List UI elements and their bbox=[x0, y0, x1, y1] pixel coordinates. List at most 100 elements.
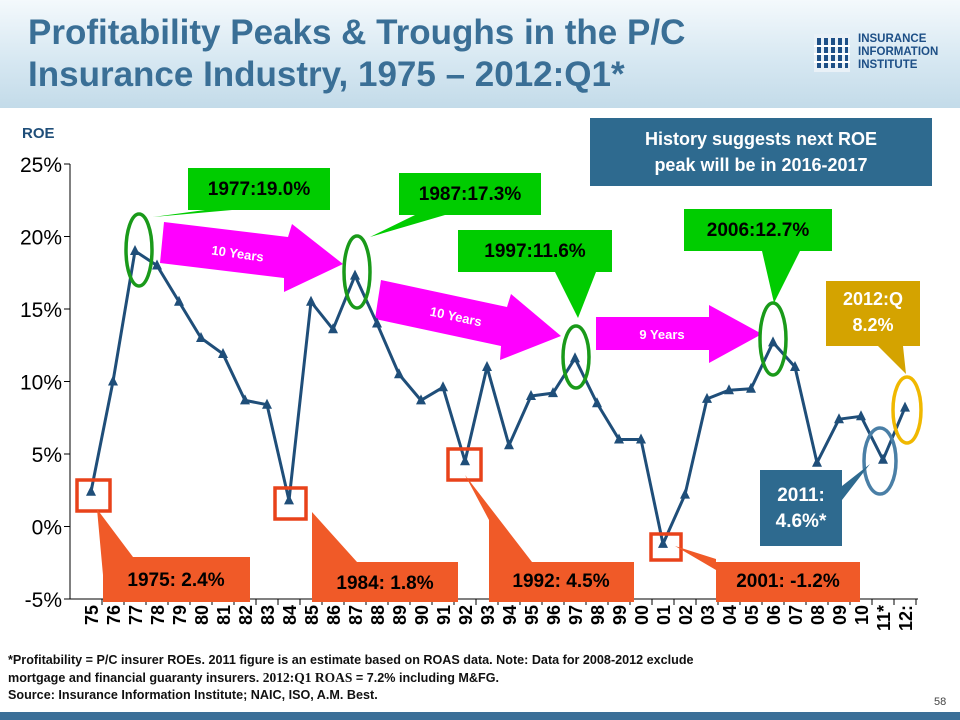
trough-label-2001: 2001: -1.2% bbox=[736, 571, 840, 592]
data-point bbox=[900, 401, 910, 412]
peak-label-2006: 2006:12.7% bbox=[707, 220, 810, 241]
x-tick-label: 90 bbox=[412, 605, 432, 625]
page-title: Profitability Peaks & Troughs in the P/C… bbox=[28, 13, 686, 94]
footnote-line-1: *Profitability = P/C insurer ROEs. 2011 … bbox=[8, 653, 694, 667]
trough-callout-1984: 1984: 1.8% bbox=[312, 512, 458, 602]
peak-label-1997: 1997:11.6% bbox=[484, 241, 586, 262]
data-point bbox=[372, 317, 382, 328]
peak-ellipse-1997 bbox=[561, 324, 591, 390]
data-point bbox=[658, 537, 668, 548]
data-point bbox=[592, 397, 602, 408]
x-tick-label: 85 bbox=[302, 605, 322, 625]
y-tick-label: -5% bbox=[25, 589, 62, 612]
roe-series-line bbox=[89, 249, 907, 546]
data-point bbox=[174, 295, 184, 306]
footnote-line-2: mortgage and financial guaranty insurers… bbox=[8, 669, 938, 687]
x-tick-label: 09 bbox=[830, 605, 850, 625]
peak-callout-1987: 1987:17.3% bbox=[370, 173, 541, 237]
x-tick-label: 06 bbox=[764, 605, 784, 625]
footnote-line-2-prefix: mortgage and financial guaranty insurers… bbox=[8, 671, 260, 685]
iii-logo: INSURANCE INFORMATION INSTITUTE bbox=[814, 30, 954, 76]
x-tick-label: 95 bbox=[522, 605, 542, 625]
footer-bar bbox=[0, 712, 960, 720]
data-point bbox=[856, 410, 866, 421]
estimate-callout-2011: 2011: 4.6%* bbox=[760, 464, 870, 546]
trough-box-1984 bbox=[273, 486, 308, 521]
x-tick-label: 07 bbox=[786, 605, 806, 625]
x-tick-label: 97 bbox=[566, 605, 586, 625]
y-tick-label: 25% bbox=[20, 154, 62, 177]
x-tick-label: 86 bbox=[324, 605, 344, 625]
footnote-source: Source: Insurance Information Institute;… bbox=[8, 688, 378, 702]
trough-label-1992: 1992: 4.5% bbox=[512, 571, 609, 592]
x-tick-label: 94 bbox=[500, 605, 520, 625]
peak-ellipse-1977 bbox=[124, 212, 154, 288]
iii-logo-icon bbox=[814, 34, 850, 72]
data-point bbox=[196, 332, 206, 342]
data-point bbox=[460, 455, 470, 466]
y-tick-label: 20% bbox=[20, 227, 62, 250]
x-tick-label: 78 bbox=[148, 605, 168, 625]
x-tick-label: 01 bbox=[654, 605, 674, 625]
x-tick-label: 96 bbox=[544, 605, 564, 625]
estimate-label-2011: 2011: 4.6%* bbox=[776, 485, 827, 532]
x-tick-label: 93 bbox=[478, 605, 498, 625]
x-tick-label: 79 bbox=[170, 605, 190, 625]
data-point bbox=[130, 245, 140, 255]
x-tick-label: 03 bbox=[698, 605, 718, 625]
x-tick-label: 84 bbox=[280, 605, 300, 625]
data-point bbox=[152, 259, 162, 270]
x-tick-label: 11* bbox=[874, 605, 894, 631]
x-tick-label: 10 bbox=[852, 605, 872, 625]
x-tick-label: 98 bbox=[588, 605, 608, 625]
y-tick-label: 0% bbox=[32, 517, 62, 540]
history-callout: History suggests next ROE peak will be in… bbox=[590, 118, 932, 186]
y-axis-label: ROE bbox=[22, 125, 55, 142]
x-tick-label: 76 bbox=[104, 605, 124, 625]
q1-ellipse-2012 bbox=[891, 375, 923, 445]
trough-callout-2001: 2001: -1.2% bbox=[675, 546, 860, 602]
x-tick-label: 91 bbox=[434, 605, 454, 625]
data-point bbox=[746, 382, 756, 393]
data-point bbox=[570, 352, 580, 363]
x-tick-label: 80 bbox=[192, 605, 212, 625]
x-tick-label: 12: bbox=[896, 605, 916, 631]
data-point bbox=[350, 269, 360, 280]
x-tick-label: 77 bbox=[126, 605, 146, 625]
peak-ellipse-1987 bbox=[342, 234, 372, 310]
data-point bbox=[790, 361, 800, 371]
x-tick-label: 83 bbox=[258, 605, 278, 625]
q1-label-2012: 2012:Q 8.2% bbox=[843, 289, 903, 335]
data-point bbox=[416, 394, 426, 405]
peak-label-1977: 1977:19.0% bbox=[208, 179, 311, 200]
x-tick-label: 04 bbox=[720, 605, 740, 625]
data-point bbox=[504, 439, 514, 450]
data-point bbox=[680, 488, 690, 499]
data-point bbox=[548, 387, 558, 398]
peak-ellipse-2006 bbox=[758, 301, 788, 377]
data-point bbox=[438, 381, 448, 392]
data-point bbox=[834, 413, 844, 424]
trough-box-1975 bbox=[75, 478, 112, 513]
arrow-label-1: 10 Years bbox=[211, 242, 265, 264]
x-tick-label: 82 bbox=[236, 605, 256, 625]
x-tick-label: 89 bbox=[390, 605, 410, 625]
x-tick-label: 08 bbox=[808, 605, 828, 625]
arrow-label-3: 9 Years bbox=[639, 327, 684, 342]
data-point bbox=[86, 485, 96, 496]
footnote-roas: 2012:Q1 ROAS bbox=[262, 670, 353, 685]
data-point bbox=[240, 394, 250, 405]
data-point bbox=[328, 323, 338, 334]
data-point bbox=[394, 368, 404, 379]
duration-arrow-1: 10 Years bbox=[160, 222, 343, 292]
trough-box-2001 bbox=[649, 532, 683, 562]
trough-label-1984: 1984: 1.8% bbox=[336, 573, 433, 594]
x-tick-label: 05 bbox=[742, 605, 762, 625]
y-tick-label: 10% bbox=[20, 372, 62, 395]
data-point bbox=[636, 433, 646, 444]
trough-callout-1975: 1975: 2.4% bbox=[97, 509, 250, 602]
data-point bbox=[768, 336, 778, 347]
peak-callout-2006: 2006:12.7% bbox=[684, 209, 832, 303]
q1-callout-2012: 2012:Q 8.2% bbox=[826, 281, 920, 374]
roe-chart: -5% 0% 5% 10% 15% 20% 25% 75 76 77 78 79 80 81 82 83 84… bbox=[20, 118, 932, 631]
